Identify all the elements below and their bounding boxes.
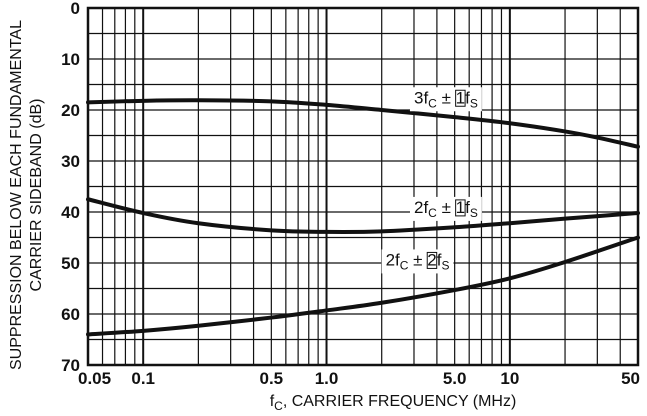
y-tick-label: 20 [61, 101, 80, 120]
x-tick-label: 0.05 [78, 369, 111, 388]
x-tick-label: 0.5 [260, 369, 284, 388]
y-tick-label: 10 [61, 50, 80, 69]
curve-label-background [381, 249, 454, 274]
x-tick-label: 50 [621, 369, 640, 388]
curve-label-sub: S [470, 96, 478, 110]
curve-label-1: 3fC ± 1fS [409, 87, 482, 112]
x-tick-label: 5.0 [443, 369, 467, 388]
curve-1 [86, 98, 640, 149]
curve-label-3: 2fC ± 2fS [381, 249, 454, 274]
x-tick-label: 10 [500, 369, 519, 388]
y-tick-label: 30 [61, 152, 80, 171]
curve-label-plusminus: ± [408, 250, 427, 269]
curves [86, 98, 640, 337]
curve-label-2: 2fC ± 1fS [409, 196, 482, 221]
plot-frame [86, 6, 640, 367]
y-tick-label: 40 [61, 203, 80, 222]
x-axis-label-sub: C [274, 399, 283, 413]
y-axis-label-line-1: SUPPRESSION BELOW EACH FUNDAMENTAL [8, 20, 25, 370]
curve-label-fs: f [437, 250, 442, 269]
curve-label-background [409, 87, 482, 112]
curve-label-sub: C [428, 96, 437, 110]
curve-label-sub: C [428, 206, 437, 220]
y-tick-labels: 0 10 20 30 40 50 60 70 [61, 0, 80, 375]
y-tick-label: 60 [61, 305, 80, 324]
curve-3 [86, 235, 640, 337]
minor-gridlines [88, 8, 638, 365]
y-tick-label: 70 [61, 356, 80, 375]
y-tick-label: 0 [71, 0, 80, 18]
curve-2 [86, 197, 640, 235]
curve-label-fs: f [465, 198, 470, 217]
multiplier-box [455, 199, 466, 217]
curve-label-lead: 2f [386, 250, 400, 269]
major-gridlines [142, 8, 511, 365]
curve-label-sub: C [400, 258, 409, 272]
x-tick-labels: 0.05 0.1 0.5 1.0 5.0 10 50 [78, 369, 640, 388]
multiplier-box [455, 89, 466, 107]
multiplier-box [426, 251, 438, 269]
curve-label-multiplier: 1 [456, 198, 465, 217]
curve-label-lead: 3f [414, 88, 428, 107]
curve-label-sub: S [441, 258, 449, 272]
curve-label-plusminus: ± [437, 198, 456, 217]
curve-label-multiplier: 1 [456, 88, 465, 107]
curve-label-text: 3fC ± 1fS [414, 88, 478, 110]
x-axis-label: fC, CARRIER FREQUENCY (MHz) [270, 393, 517, 413]
curve-label-sub: S [470, 206, 478, 220]
curve-label-text: 2fC ± 1fS [414, 198, 478, 220]
x-tick-label: 0.1 [131, 369, 155, 388]
curve-label-plusminus: ± [437, 88, 456, 107]
curve-label-multiplier: 2 [427, 250, 436, 269]
curve-label-background [409, 196, 482, 221]
x-tick-label: 1.0 [315, 369, 339, 388]
x-axis-label-main: f [270, 393, 275, 410]
x-axis-label-rest: , CARRIER FREQUENCY (MHz) [283, 393, 517, 410]
y-axis-label-line-2: CARRIER SIDEBAND (dB) [28, 99, 45, 292]
curve-label-lead: 2f [414, 198, 428, 217]
curve-label-text: 2fC ± 2fS [386, 250, 450, 272]
curve-label-fs: f [465, 88, 470, 107]
y-tick-label: 50 [61, 254, 80, 273]
